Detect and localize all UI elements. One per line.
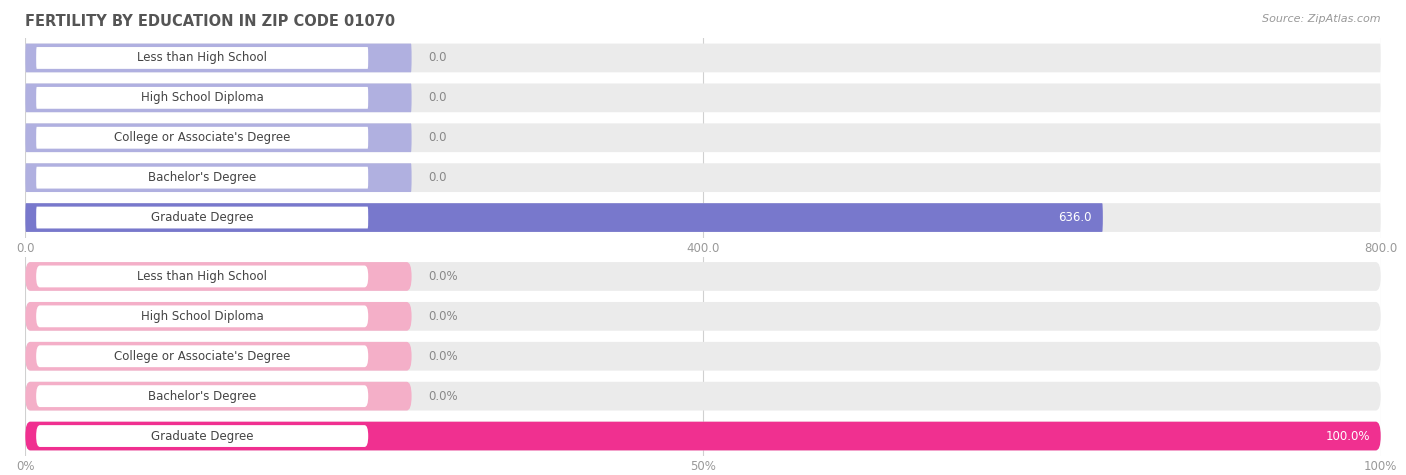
Text: High School Diploma: High School Diploma (141, 310, 263, 323)
FancyBboxPatch shape (25, 382, 412, 410)
FancyBboxPatch shape (25, 342, 412, 370)
FancyBboxPatch shape (37, 87, 368, 109)
Text: Less than High School: Less than High School (138, 270, 267, 283)
FancyBboxPatch shape (37, 266, 368, 287)
Text: 0.0: 0.0 (427, 131, 446, 144)
Text: 0.0%: 0.0% (427, 270, 457, 283)
FancyBboxPatch shape (25, 163, 1381, 192)
FancyBboxPatch shape (37, 385, 368, 407)
FancyBboxPatch shape (25, 262, 412, 291)
FancyBboxPatch shape (25, 44, 1381, 72)
FancyBboxPatch shape (25, 44, 412, 72)
Text: Source: ZipAtlas.com: Source: ZipAtlas.com (1263, 14, 1381, 24)
Text: 0.0%: 0.0% (427, 350, 457, 363)
FancyBboxPatch shape (37, 167, 368, 189)
Text: Graduate Degree: Graduate Degree (150, 211, 253, 224)
FancyBboxPatch shape (25, 124, 1381, 152)
FancyBboxPatch shape (25, 203, 1102, 232)
FancyBboxPatch shape (25, 342, 1381, 370)
FancyBboxPatch shape (25, 203, 1381, 232)
Text: 0.0: 0.0 (427, 51, 446, 65)
FancyBboxPatch shape (25, 262, 1381, 291)
FancyBboxPatch shape (25, 84, 412, 112)
FancyBboxPatch shape (25, 422, 1381, 450)
Text: 0.0: 0.0 (427, 91, 446, 104)
Text: High School Diploma: High School Diploma (141, 91, 263, 104)
Text: 100.0%: 100.0% (1326, 429, 1369, 443)
Text: Bachelor's Degree: Bachelor's Degree (148, 171, 256, 184)
FancyBboxPatch shape (37, 425, 368, 447)
Text: College or Associate's Degree: College or Associate's Degree (114, 131, 291, 144)
Text: 636.0: 636.0 (1059, 211, 1092, 224)
Text: Bachelor's Degree: Bachelor's Degree (148, 390, 256, 403)
FancyBboxPatch shape (37, 47, 368, 69)
Text: Less than High School: Less than High School (138, 51, 267, 65)
Text: FERTILITY BY EDUCATION IN ZIP CODE 01070: FERTILITY BY EDUCATION IN ZIP CODE 01070 (25, 14, 395, 29)
FancyBboxPatch shape (25, 302, 1381, 331)
FancyBboxPatch shape (37, 345, 368, 367)
FancyBboxPatch shape (37, 127, 368, 149)
FancyBboxPatch shape (25, 163, 412, 192)
Text: 0.0%: 0.0% (427, 390, 457, 403)
FancyBboxPatch shape (37, 305, 368, 327)
Text: 0.0%: 0.0% (427, 310, 457, 323)
FancyBboxPatch shape (25, 302, 412, 331)
FancyBboxPatch shape (25, 84, 1381, 112)
FancyBboxPatch shape (25, 422, 1381, 450)
Text: Graduate Degree: Graduate Degree (150, 429, 253, 443)
Text: 0.0: 0.0 (427, 171, 446, 184)
FancyBboxPatch shape (25, 382, 1381, 410)
FancyBboxPatch shape (37, 207, 368, 228)
Text: College or Associate's Degree: College or Associate's Degree (114, 350, 291, 363)
FancyBboxPatch shape (25, 124, 412, 152)
